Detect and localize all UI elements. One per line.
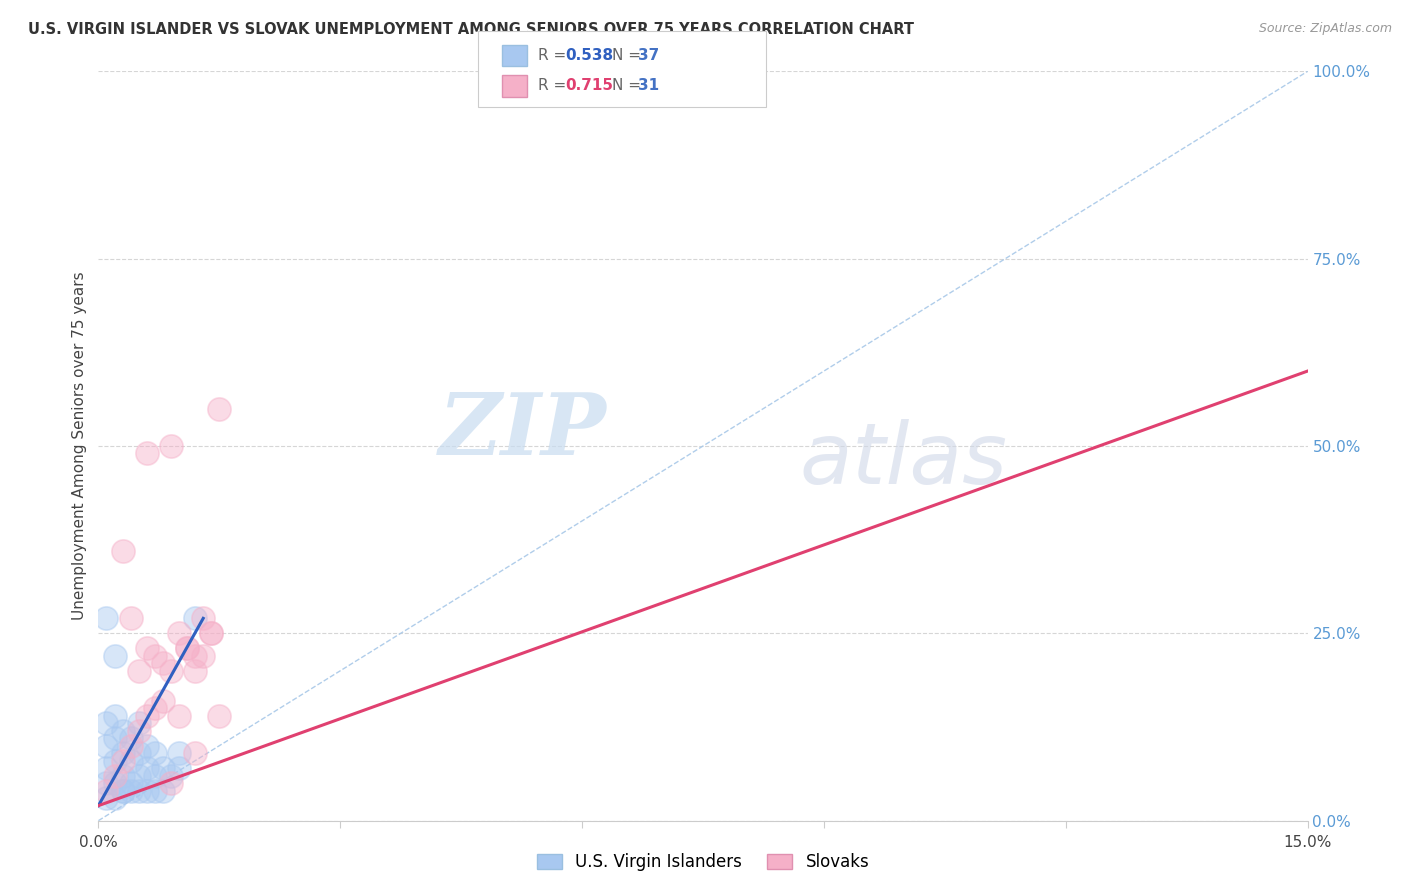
Point — [103, 776, 125, 790]
Point — [111, 754, 134, 768]
Point — [135, 446, 157, 460]
Point — [128, 769, 150, 783]
Point — [176, 641, 198, 656]
Point — [184, 648, 207, 663]
Point — [208, 708, 231, 723]
Point — [120, 731, 142, 746]
Point — [96, 611, 118, 625]
Text: Source: ZipAtlas.com: Source: ZipAtlas.com — [1258, 22, 1392, 36]
Point — [111, 783, 134, 797]
Point — [103, 731, 125, 746]
Point — [167, 761, 190, 775]
Point — [111, 783, 134, 797]
Point — [208, 401, 231, 416]
Text: R =: R = — [538, 78, 572, 94]
Y-axis label: Unemployment Among Seniors over 75 years: Unemployment Among Seniors over 75 years — [72, 272, 87, 620]
Point — [184, 611, 207, 625]
Point — [96, 791, 118, 805]
Point — [143, 701, 166, 715]
Point — [111, 544, 134, 558]
Point — [152, 783, 174, 797]
Point — [96, 739, 118, 753]
Point — [103, 754, 125, 768]
Point — [143, 746, 166, 760]
Text: N =: N = — [612, 48, 645, 63]
Point — [111, 723, 134, 738]
Point — [152, 761, 174, 775]
Point — [128, 783, 150, 797]
Text: 31: 31 — [638, 78, 659, 94]
Point — [152, 694, 174, 708]
Point — [167, 708, 190, 723]
Point — [135, 783, 157, 797]
Point — [96, 716, 118, 731]
Text: R =: R = — [538, 48, 572, 63]
Text: atlas: atlas — [800, 419, 1008, 502]
Point — [143, 769, 166, 783]
Point — [120, 783, 142, 797]
Text: 0.538: 0.538 — [565, 48, 613, 63]
Point — [160, 439, 183, 453]
Point — [184, 664, 207, 678]
Point — [200, 626, 222, 640]
Point — [193, 611, 215, 625]
Point — [128, 716, 150, 731]
Point — [103, 769, 125, 783]
Text: 37: 37 — [638, 48, 659, 63]
Point — [184, 746, 207, 760]
Point — [120, 611, 142, 625]
Legend: U.S. Virgin Islanders, Slovaks: U.S. Virgin Islanders, Slovaks — [529, 845, 877, 880]
Point — [160, 776, 183, 790]
Point — [96, 783, 118, 797]
Text: N =: N = — [612, 78, 645, 94]
Point — [167, 746, 190, 760]
Point — [96, 761, 118, 775]
Point — [143, 783, 166, 797]
Point — [135, 641, 157, 656]
Point — [120, 754, 142, 768]
Point — [135, 708, 157, 723]
Point — [128, 664, 150, 678]
Point — [200, 626, 222, 640]
Point — [111, 746, 134, 760]
Point — [103, 648, 125, 663]
Point — [111, 769, 134, 783]
Point — [128, 723, 150, 738]
Point — [103, 791, 125, 805]
Text: ZIP: ZIP — [439, 389, 606, 473]
Text: 0.715: 0.715 — [565, 78, 613, 94]
Point — [160, 664, 183, 678]
Point — [152, 657, 174, 671]
Point — [96, 776, 118, 790]
Point — [128, 746, 150, 760]
Point — [120, 739, 142, 753]
Point — [135, 739, 157, 753]
Point — [135, 761, 157, 775]
Point — [193, 648, 215, 663]
Point — [120, 776, 142, 790]
Point — [160, 769, 183, 783]
Point — [143, 648, 166, 663]
Point — [176, 641, 198, 656]
Point — [103, 708, 125, 723]
Text: U.S. VIRGIN ISLANDER VS SLOVAK UNEMPLOYMENT AMONG SENIORS OVER 75 YEARS CORRELAT: U.S. VIRGIN ISLANDER VS SLOVAK UNEMPLOYM… — [28, 22, 914, 37]
Point — [167, 626, 190, 640]
